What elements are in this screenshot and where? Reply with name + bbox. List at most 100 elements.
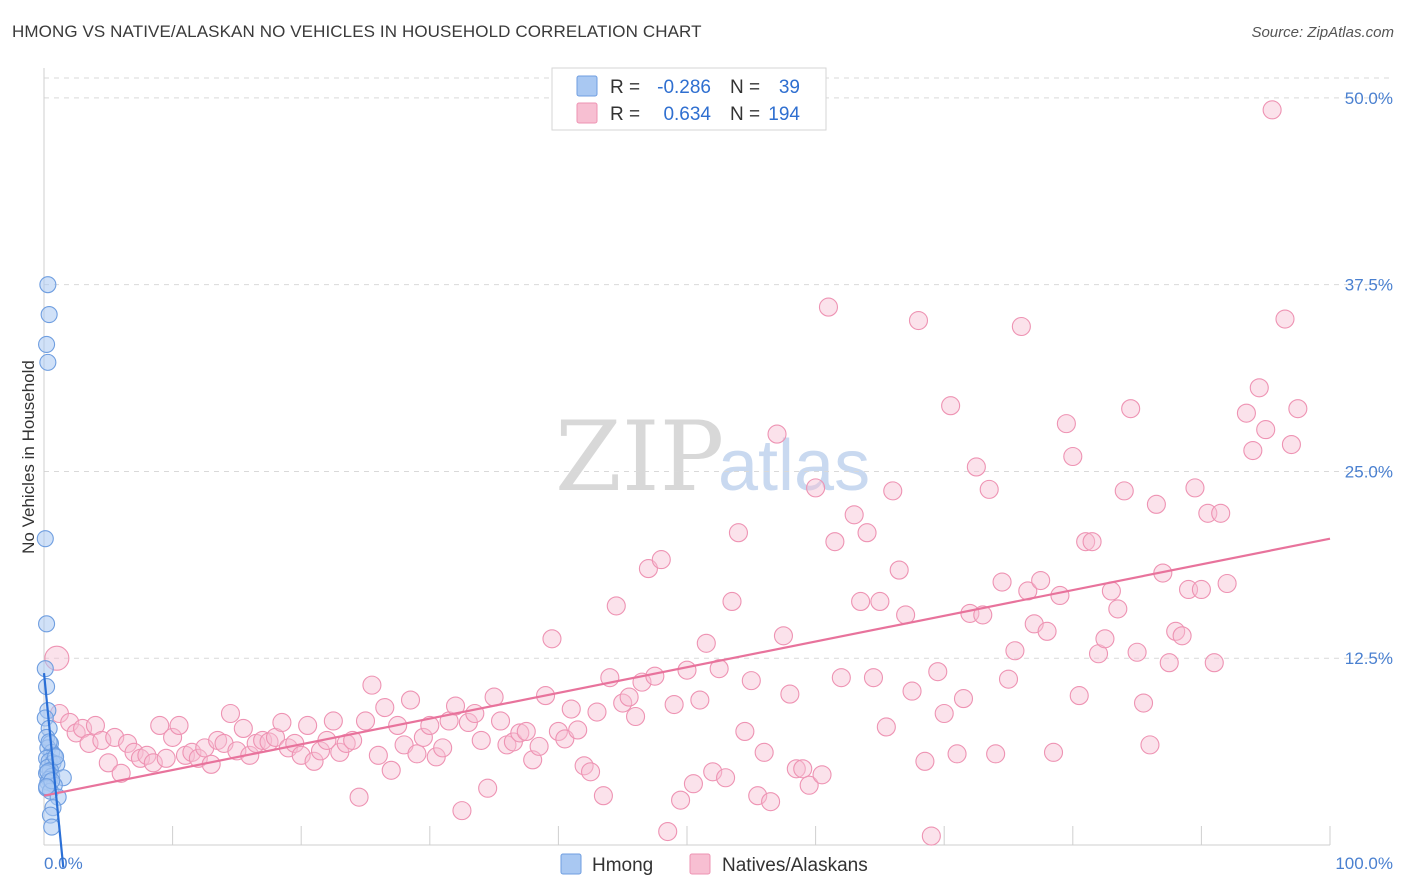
native-point: [863, 668, 884, 688]
native-point: [934, 703, 954, 724]
native-point: [381, 760, 401, 780]
hmong-point: [39, 353, 57, 371]
native-point: [1069, 686, 1089, 706]
native-point: [111, 763, 131, 783]
native-point: [445, 696, 466, 716]
y-tick-label: 37.5%: [1345, 276, 1393, 295]
hmong-point: [38, 778, 56, 796]
native-point: [671, 790, 691, 810]
native-point: [664, 694, 684, 715]
native-point: [220, 703, 241, 724]
native-point: [465, 703, 485, 724]
natives-points: [44, 100, 1308, 846]
native-point: [767, 424, 787, 444]
native-point: [529, 736, 549, 756]
native-point: [754, 742, 774, 762]
native-point: [1133, 693, 1154, 713]
native-point: [844, 505, 864, 525]
series-legend: Hmong Natives/Alaskans: [560, 853, 868, 876]
hmong-points: [36, 276, 72, 836]
native-point: [580, 762, 601, 782]
native-point: [375, 697, 395, 718]
y-tick-label: 25.0%: [1345, 462, 1393, 481]
native-point: [735, 721, 755, 741]
native-point: [825, 532, 845, 552]
native-point: [979, 479, 999, 499]
native-point: [953, 689, 974, 709]
native-point: [780, 684, 800, 704]
native-point: [1076, 532, 1096, 552]
native-point: [1031, 570, 1051, 591]
native-point: [645, 666, 665, 686]
native-point: [169, 715, 189, 736]
native-point: [728, 523, 748, 543]
hmong-point: [47, 748, 65, 766]
native-point: [362, 675, 382, 695]
hmong-point: [40, 305, 58, 324]
native-point: [716, 768, 736, 788]
native-point: [368, 745, 388, 765]
native-point: [851, 591, 871, 611]
hmong-point: [36, 660, 54, 678]
native-point: [1037, 621, 1057, 641]
native-point: [992, 572, 1012, 592]
series-legend-label-hmong: Hmong: [592, 855, 653, 876]
native-point: [998, 669, 1019, 689]
series-legend-label-native: Natives/Alaskans: [722, 855, 868, 876]
native-point: [857, 523, 877, 543]
native-point: [889, 560, 909, 580]
native-point: [471, 730, 491, 750]
native-point: [773, 626, 794, 646]
legend-n-value-native: 194: [768, 104, 800, 125]
native-point: [516, 721, 536, 741]
native-point: [1236, 403, 1256, 423]
native-point: [966, 457, 986, 477]
native-point: [233, 718, 253, 739]
source-credit: Source: ZipAtlas.com: [1251, 24, 1394, 41]
native-point: [947, 744, 967, 764]
native-point: [928, 662, 948, 682]
series-legend-swatch-native: [689, 853, 711, 875]
native-point: [1217, 573, 1237, 594]
native-point: [1043, 742, 1064, 762]
native-point: [986, 744, 1006, 764]
native-point: [1281, 434, 1301, 455]
native-point: [1050, 585, 1070, 606]
stats-legend: R = -0.286 N = 39 R = 0.634 N = 194: [551, 67, 827, 131]
native-point: [761, 792, 781, 812]
native-point: [876, 717, 896, 737]
series-legend-swatch-hmong: [560, 853, 582, 875]
native-point: [677, 660, 697, 680]
native-point: [1185, 478, 1205, 498]
native-point: [1243, 440, 1263, 461]
watermark-zip: ZIP: [555, 401, 724, 513]
native-point: [1191, 579, 1211, 600]
native-point: [568, 720, 588, 740]
native-point: [272, 712, 292, 733]
hmong-point: [39, 276, 57, 294]
native-point: [349, 787, 369, 807]
native-point: [1159, 653, 1179, 673]
native-point: [806, 478, 826, 498]
native-point: [915, 751, 935, 771]
native-point: [696, 633, 716, 653]
native-point: [870, 591, 890, 611]
hmong-point: [36, 530, 54, 548]
native-point: [741, 671, 761, 691]
native-point: [400, 690, 421, 710]
native-point: [163, 727, 183, 747]
native-point: [818, 297, 839, 317]
native-point: [902, 681, 922, 701]
native-point: [1095, 629, 1115, 649]
native-point: [137, 745, 157, 765]
native-point: [793, 759, 813, 779]
native-point: [478, 778, 498, 798]
native-point: [323, 711, 343, 731]
native-point: [593, 786, 613, 806]
native-point: [683, 774, 703, 794]
native-point: [452, 801, 472, 821]
native-point: [561, 699, 581, 719]
native-point: [304, 751, 324, 771]
legend-r-value-native: 0.634: [663, 104, 711, 125]
native-point: [1211, 503, 1231, 523]
